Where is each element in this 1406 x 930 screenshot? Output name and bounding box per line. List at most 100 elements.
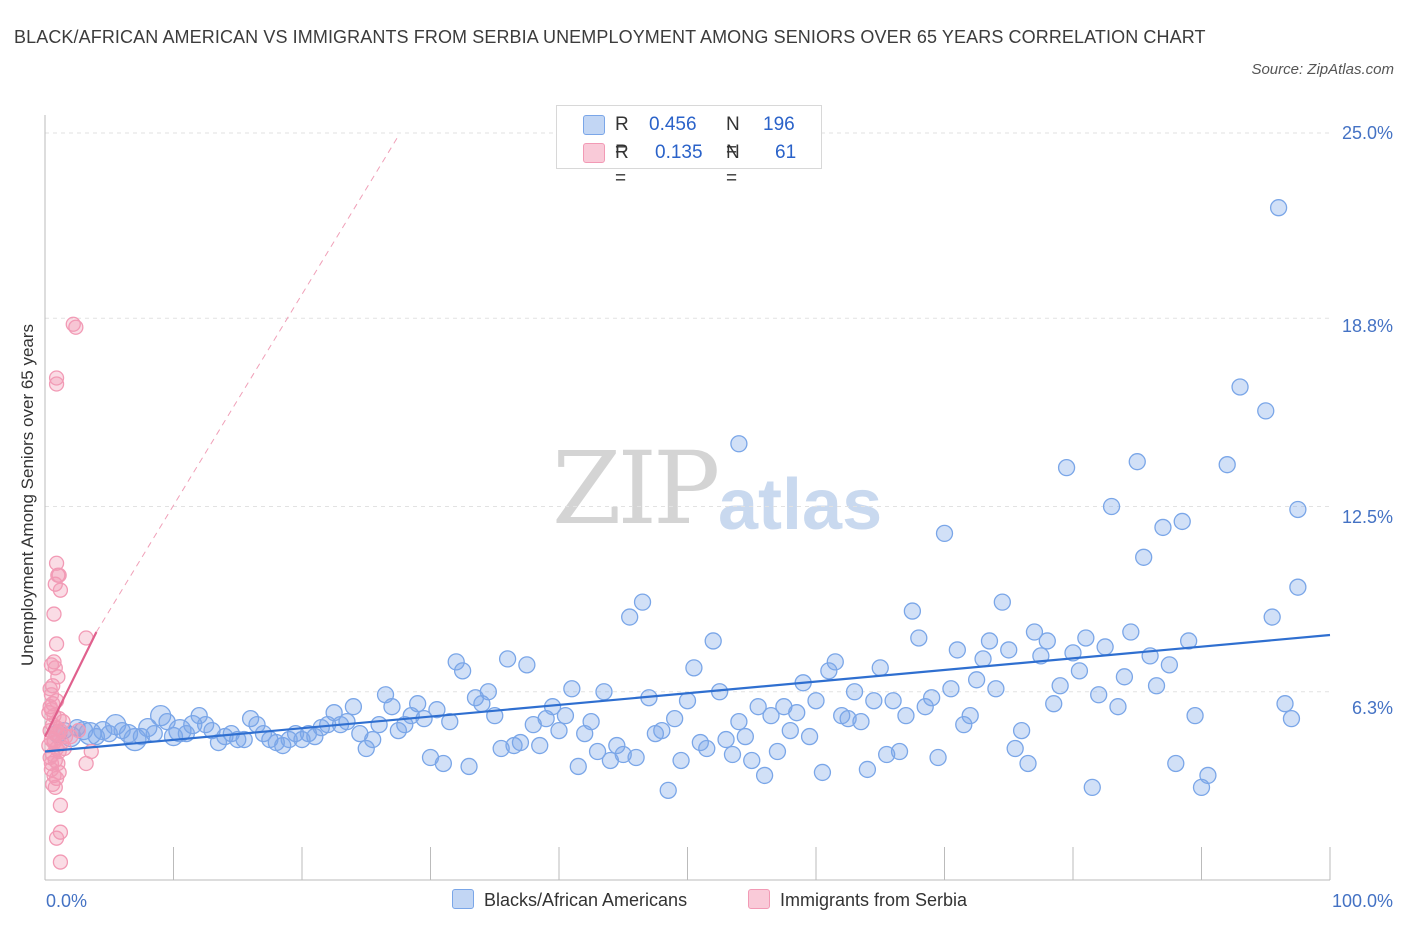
legend-n-label: N = [726,114,740,161]
point-blacks-97 [672,751,690,770]
point-blacks-52 [383,698,401,716]
point-blacks-160 [1077,629,1095,647]
point-serbia-34 [63,728,79,745]
point-blacks-69 [492,739,510,758]
point-serbia-17 [42,681,58,697]
point-blacks-130 [884,692,902,710]
point-blacks-157 [1057,459,1076,477]
legend-n-label: N = [726,142,740,189]
point-blacks-23 [196,715,215,734]
point-blacks-156 [1051,677,1069,695]
point-blacks-124 [845,683,864,701]
point-blacks-73 [518,656,536,674]
chart-title: BLACK/AFRICAN AMERICAN VS IMMIGRANTS FRO… [14,27,1206,47]
point-blacks-154 [1038,632,1056,650]
legend-r-value: 0.135 [655,142,703,163]
point-blacks-126 [858,760,877,779]
point-blacks-148 [1000,641,1018,659]
trend-line-serbia [44,631,98,738]
point-blacks-133 [903,602,922,620]
point-blacks-188 [1276,695,1294,713]
legend-n-value: 61 [775,142,797,163]
point-blacks-144 [974,650,992,668]
point-blacks-96 [666,709,684,728]
point-blacks-61 [441,712,459,731]
point-blacks-143 [967,671,986,689]
bottom-legend-swatch-pink [748,889,770,909]
point-blacks-63 [453,662,472,680]
point-blacks-132 [897,707,915,725]
source-label: Source: ZipAtlas.com [1251,61,1394,78]
point-blacks-115 [788,704,806,722]
point-blacks-181 [1231,378,1249,396]
point-blacks-75 [531,736,549,755]
watermark-zip: ZIP [552,430,720,547]
point-serbia-6 [51,567,67,583]
point-blacks-67 [479,683,497,701]
point-blacks-136 [923,689,941,707]
point-blacks-150 [1012,721,1031,740]
point-blacks-48 [357,739,375,758]
point-blacks-166 [1115,668,1134,686]
y-tick-label-18-8: 18.8% [1341,316,1393,336]
point-blacks-140 [948,641,966,659]
point-blacks-139 [942,680,960,698]
point-blacks-163 [1096,638,1114,656]
point-blacks-59 [428,701,446,719]
point-blacks-114 [781,721,799,740]
point-serbia-52 [47,779,63,796]
point-blacks-146 [987,680,1005,698]
point-blacks-141 [955,715,973,734]
bottom-legend-label: Blacks/African Americans [484,890,688,910]
point-blacks-137 [929,748,947,767]
point-serbia-60 [70,722,87,739]
point-serbia-1 [68,319,84,335]
point-blacks-45 [338,712,356,731]
point-blacks-78 [550,721,568,740]
point-blacks-32 [254,724,273,743]
point-blacks-50 [370,715,388,734]
point-blacks-98 [678,692,697,710]
point-blacks-72 [511,733,530,752]
point-blacks-100 [691,733,709,752]
point-blacks-109 [749,698,767,716]
point-blacks-53 [389,721,408,740]
point-blacks-62 [447,653,465,671]
point-blacks-128 [871,659,889,677]
point-blacks-135 [916,698,934,716]
watermark-atlas: atlas [718,465,883,545]
point-blacks-175 [1173,512,1191,531]
legend-r-label: R = [615,114,629,161]
point-serbia-15 [50,669,66,685]
point-blacks-104 [717,730,735,749]
point-blacks-70 [498,650,517,668]
bottom-legend-label: Immigrants from Serbia [780,890,968,910]
point-blacks-108 [743,751,761,770]
legend-n-value: 196 [763,114,795,135]
y-tick-label-12-5: 12.5% [1341,507,1393,527]
correlation-legend: R = 0.456 N = 196 R = 0.135 N = 61 [556,105,822,189]
point-blacks-138 [935,524,954,543]
point-blacks-94 [653,721,671,740]
trend-line-serbia-extension [95,135,399,633]
legend-swatch-pink [583,143,605,163]
point-blacks-162 [1090,686,1108,704]
point-blacks-189 [1218,456,1236,474]
point-blacks-161 [1083,778,1101,797]
bottom-legend-blacks: Blacks/African Americans [452,889,687,911]
point-blacks-60 [434,754,453,773]
point-blacks-95 [659,781,677,800]
point-serbia-46 [78,755,94,772]
point-blacks-187 [1263,608,1281,626]
point-blacks-121 [826,653,844,671]
point-blacks-177 [1186,707,1204,725]
point-blacks-167 [1122,623,1140,641]
point-serbia-59 [43,755,60,772]
point-blacks-25 [209,733,228,752]
point-blacks-118 [807,692,825,710]
point-blacks-91 [633,593,652,611]
point-blacks-129 [878,745,896,764]
point-blacks-85 [595,683,613,701]
point-blacks-81 [569,757,587,776]
